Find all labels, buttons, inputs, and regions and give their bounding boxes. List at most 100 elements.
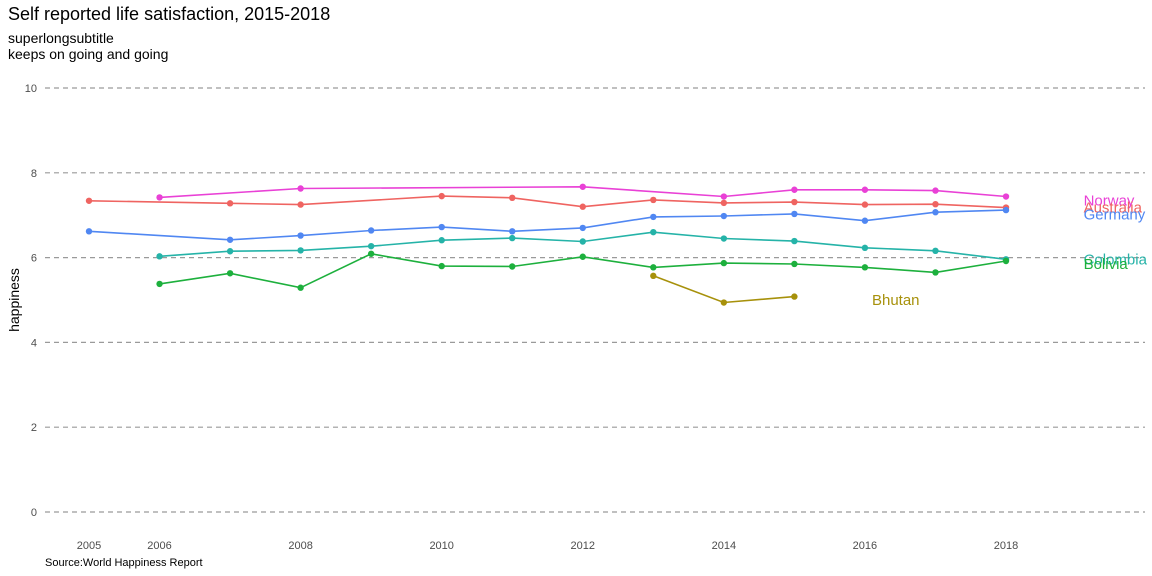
series-line-norway [159, 185, 1007, 199]
data-point-colombia [650, 228, 657, 236]
data-point-bolivia [438, 262, 445, 270]
data-point-australia [932, 200, 939, 208]
data-point-norway [579, 183, 586, 190]
data-point-bolivia [367, 250, 375, 257]
series-line-germany [88, 209, 1007, 241]
data-point-colombia [438, 237, 445, 244]
data-point-australia [438, 192, 445, 200]
subtitle-line-1: superlongsubtitle [8, 30, 114, 46]
data-point-bhutan [650, 272, 657, 280]
chart-title: Self reported life satisfaction, 2015-20… [8, 4, 331, 24]
data-point-norway [720, 193, 728, 200]
direct-label-australia: Australia [1084, 200, 1143, 217]
data-point-colombia [720, 235, 728, 242]
data-point-bolivia [156, 280, 163, 288]
series-germany [85, 206, 1010, 243]
data-point-bolivia [650, 264, 657, 271]
y-axis-label: happiness [6, 268, 22, 332]
data-point-colombia [367, 242, 375, 250]
data-point-germany [297, 232, 304, 239]
data-point-norway [156, 194, 163, 201]
y-tick-label: 10 [25, 83, 37, 95]
y-tick-label: 2 [31, 422, 37, 434]
data-point-norway [297, 185, 304, 192]
y-axis-ticks: 0 2 4 6 8 10 [25, 83, 37, 519]
data-point-colombia [791, 237, 798, 245]
data-point-norway [861, 186, 869, 193]
x-tick-label: 2006 [147, 540, 171, 552]
data-point-germany [861, 217, 869, 224]
chart-subtitle: superlongsubtitle keeps on going and goi… [8, 30, 168, 62]
x-axis-ticks: 2005 2006 2008 2010 2012 2014 2016 2018 [77, 540, 1018, 552]
data-point-bolivia [932, 269, 939, 276]
data-point-colombia [579, 238, 586, 245]
data-point-colombia [509, 234, 516, 242]
series-colombia [156, 228, 1010, 263]
data-point-australia [509, 194, 516, 202]
data-point-colombia [932, 247, 939, 255]
data-point-colombia [226, 248, 234, 255]
y-tick-label: 6 [31, 253, 37, 265]
direct-label-germany: Germany [1084, 206, 1146, 223]
data-point-germany [367, 227, 375, 234]
data-point-germany [438, 223, 445, 231]
direct-label-norway: Norway [1084, 192, 1135, 209]
series-norway [156, 183, 1010, 201]
data-point-norway [1002, 193, 1010, 200]
data-point-norway [932, 187, 939, 194]
direct-label-bolivia: Bolivia [1084, 256, 1129, 273]
data-point-australia [720, 199, 728, 207]
x-tick-label: 2012 [571, 540, 595, 552]
data-point-australia [226, 200, 234, 207]
data-point-bolivia [720, 259, 728, 267]
x-tick-label: 2005 [77, 540, 101, 552]
data-point-australia [297, 201, 304, 208]
data-point-germany [720, 212, 728, 220]
data-point-norway [791, 186, 798, 193]
data-point-germany [791, 210, 798, 218]
data-point-bolivia [579, 253, 586, 260]
y-tick-label: 4 [31, 337, 37, 349]
x-tick-label: 2016 [853, 540, 877, 552]
direct-label-colombia: Colombia [1084, 252, 1148, 269]
data-point-colombia [861, 244, 869, 252]
y-tick-label: 0 [31, 507, 37, 519]
data-point-germany [579, 224, 586, 232]
data-point-bolivia [509, 263, 516, 270]
x-tick-label: 2010 [429, 540, 453, 552]
data-point-bolivia [297, 284, 304, 291]
data-point-bhutan [791, 293, 798, 300]
data-point-australia [579, 203, 586, 210]
data-point-germany [1002, 206, 1010, 214]
data-point-bhutan [720, 299, 728, 306]
data-point-germany [932, 209, 939, 216]
data-point-colombia [156, 253, 163, 260]
data-point-bolivia [226, 270, 234, 277]
data-point-colombia [297, 247, 304, 254]
data-point-germany [509, 228, 516, 235]
x-tick-label: 2018 [994, 540, 1018, 552]
data-point-bolivia [791, 260, 798, 268]
x-tick-label: 2014 [712, 540, 736, 552]
data-point-australia [861, 201, 869, 208]
series-australia [85, 192, 1010, 211]
gridlines [45, 87, 1145, 513]
direct-label-bhutan: Bhutan [872, 292, 920, 309]
data-point-germany [226, 236, 234, 243]
series-bhutan [650, 272, 798, 306]
x-tick-label: 2008 [288, 540, 312, 552]
series-line-bhutan [653, 275, 795, 304]
data-point-germany [650, 213, 657, 221]
data-point-germany [85, 228, 93, 235]
series-layer [85, 183, 1010, 306]
data-point-bolivia [1002, 257, 1010, 265]
data-point-australia [85, 197, 93, 204]
data-point-australia [650, 196, 657, 204]
y-tick-label: 8 [31, 168, 37, 180]
subtitle-line-2: keeps on going and going [8, 46, 169, 62]
chart-caption: Source:World Happiness Report [45, 557, 203, 569]
data-point-australia [791, 198, 798, 206]
data-point-bolivia [861, 264, 869, 271]
